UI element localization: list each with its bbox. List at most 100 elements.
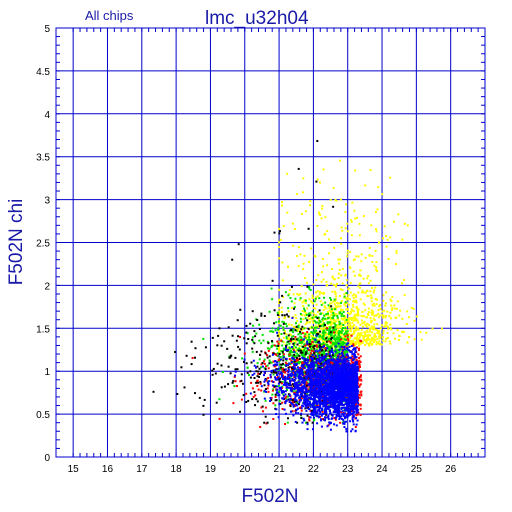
data-point	[288, 289, 291, 291]
data-point	[359, 334, 362, 337]
chart-subtitle: All chips	[85, 8, 134, 23]
data-point	[344, 325, 347, 328]
data-point	[355, 307, 358, 310]
data-point	[298, 323, 301, 326]
data-point	[273, 231, 276, 234]
data-point	[328, 340, 331, 343]
data-point	[322, 382, 325, 385]
data-point	[261, 362, 264, 364]
data-point	[378, 337, 381, 340]
data-point	[285, 395, 288, 398]
data-point	[359, 366, 361, 368]
data-point	[328, 307, 331, 310]
data-point	[370, 336, 373, 339]
data-point	[302, 177, 305, 180]
data-point	[308, 286, 311, 288]
data-point	[292, 390, 295, 393]
data-point	[365, 316, 368, 319]
data-point	[322, 362, 325, 365]
data-point	[257, 370, 260, 373]
data-point	[322, 325, 325, 328]
data-point	[306, 339, 309, 342]
data-point	[340, 338, 342, 341]
data-point	[345, 330, 348, 333]
data-point	[300, 407, 303, 410]
data-point	[313, 368, 316, 371]
data-point	[341, 353, 344, 356]
data-point	[327, 333, 330, 335]
data-point	[302, 345, 305, 348]
data-point	[357, 332, 360, 335]
data-point	[369, 330, 372, 333]
data-point	[374, 328, 377, 331]
data-point	[324, 383, 327, 386]
data-point	[322, 319, 324, 322]
data-point	[341, 289, 344, 291]
data-point	[278, 298, 281, 301]
data-point	[359, 407, 362, 410]
data-point	[343, 338, 346, 341]
data-point	[267, 384, 270, 387]
data-point	[289, 374, 292, 377]
data-point	[362, 315, 365, 317]
data-point	[350, 345, 353, 347]
data-point	[331, 372, 334, 375]
data-point	[333, 320, 336, 323]
data-point	[241, 382, 244, 385]
data-point	[317, 343, 320, 345]
data-point	[345, 308, 348, 311]
data-point	[327, 314, 330, 317]
data-point	[239, 308, 242, 311]
data-point	[289, 340, 292, 343]
data-point	[362, 335, 365, 337]
data-point	[294, 297, 297, 300]
data-point	[328, 238, 330, 241]
data-point	[278, 330, 281, 333]
data-point	[390, 304, 393, 307]
data-point	[202, 413, 205, 416]
data-point	[329, 318, 332, 321]
data-point	[396, 300, 399, 303]
data-point	[412, 307, 415, 310]
data-point	[359, 341, 362, 344]
data-point	[367, 335, 370, 338]
data-point	[300, 341, 303, 344]
data-point	[290, 366, 293, 369]
data-point	[203, 398, 206, 401]
data-point	[338, 312, 341, 315]
data-point	[335, 284, 337, 287]
data-point	[295, 349, 298, 352]
data-point	[298, 382, 301, 385]
data-point	[377, 312, 380, 315]
data-point	[324, 324, 326, 327]
data-point	[245, 324, 248, 327]
data-point	[280, 382, 283, 385]
data-point	[339, 421, 342, 424]
data-point	[275, 385, 278, 388]
data-point	[278, 227, 281, 230]
data-point	[325, 318, 328, 321]
data-point	[304, 403, 307, 406]
data-point	[204, 346, 207, 349]
data-point	[318, 365, 321, 368]
data-point	[347, 339, 350, 342]
data-point	[308, 404, 311, 407]
data-point	[292, 357, 295, 360]
data-point	[350, 342, 353, 345]
data-point	[392, 332, 395, 335]
data-point	[298, 360, 300, 363]
data-point	[343, 295, 346, 298]
data-point	[373, 314, 376, 317]
data-point	[315, 341, 318, 344]
data-point	[271, 393, 274, 396]
data-point	[343, 332, 346, 335]
data-point	[237, 243, 240, 246]
data-point	[309, 289, 312, 291]
data-point	[305, 393, 308, 396]
data-point	[277, 376, 280, 379]
data-point	[243, 337, 246, 340]
data-point	[294, 314, 297, 317]
data-point	[331, 268, 334, 270]
data-point	[353, 363, 356, 366]
